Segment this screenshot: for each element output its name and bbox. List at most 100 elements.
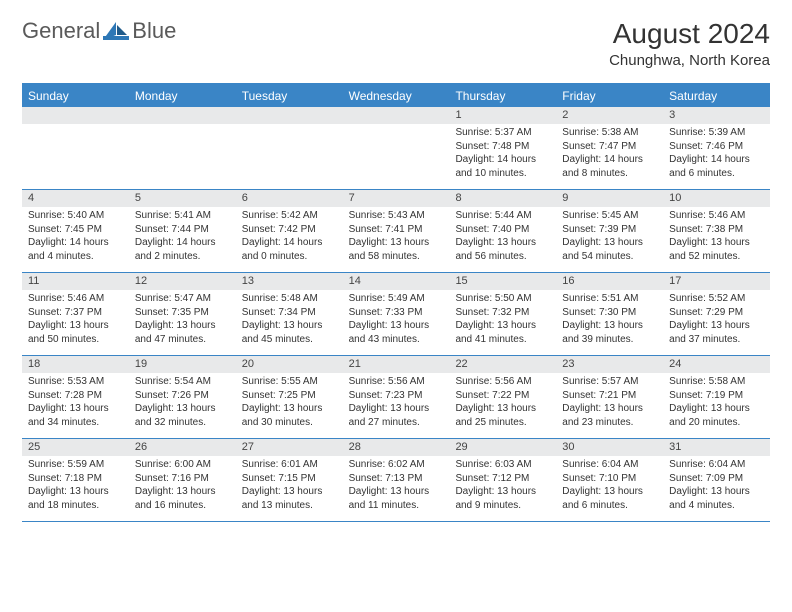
sunset-line: Sunset: 7:29 PM bbox=[669, 306, 764, 320]
day-content: Sunrise: 5:59 AMSunset: 7:18 PMDaylight:… bbox=[22, 456, 129, 516]
calendar-cell: 3Sunrise: 5:39 AMSunset: 7:46 PMDaylight… bbox=[663, 107, 770, 189]
daylight2-line: and 8 minutes. bbox=[562, 167, 657, 181]
daylight1-line: Daylight: 13 hours bbox=[349, 236, 444, 250]
day-content: Sunrise: 5:44 AMSunset: 7:40 PMDaylight:… bbox=[449, 207, 556, 267]
week-row: 4Sunrise: 5:40 AMSunset: 7:45 PMDaylight… bbox=[22, 190, 770, 273]
week-row: 18Sunrise: 5:53 AMSunset: 7:28 PMDayligh… bbox=[22, 356, 770, 439]
day-number: 8 bbox=[449, 190, 556, 207]
sunrise-line: Sunrise: 5:56 AM bbox=[349, 375, 444, 389]
daylight2-line: and 56 minutes. bbox=[455, 250, 550, 264]
calendar-cell: 15Sunrise: 5:50 AMSunset: 7:32 PMDayligh… bbox=[449, 273, 556, 355]
day-number: 10 bbox=[663, 190, 770, 207]
sunset-line: Sunset: 7:10 PM bbox=[562, 472, 657, 486]
sunset-line: Sunset: 7:38 PM bbox=[669, 223, 764, 237]
sunset-line: Sunset: 7:16 PM bbox=[135, 472, 230, 486]
daylight1-line: Daylight: 13 hours bbox=[669, 319, 764, 333]
logo-text-blue: Blue bbox=[132, 18, 176, 44]
day-number: 24 bbox=[663, 356, 770, 373]
sunset-line: Sunset: 7:37 PM bbox=[28, 306, 123, 320]
calendar-cell: 19Sunrise: 5:54 AMSunset: 7:26 PMDayligh… bbox=[129, 356, 236, 438]
sunrise-line: Sunrise: 5:43 AM bbox=[349, 209, 444, 223]
sunset-line: Sunset: 7:47 PM bbox=[562, 140, 657, 154]
calendar-cell: 30Sunrise: 6:04 AMSunset: 7:10 PMDayligh… bbox=[556, 439, 663, 521]
sunrise-line: Sunrise: 6:01 AM bbox=[242, 458, 337, 472]
daylight2-line: and 25 minutes. bbox=[455, 416, 550, 430]
day-content: Sunrise: 5:55 AMSunset: 7:25 PMDaylight:… bbox=[236, 373, 343, 433]
day-content: Sunrise: 5:41 AMSunset: 7:44 PMDaylight:… bbox=[129, 207, 236, 267]
daylight2-line: and 52 minutes. bbox=[669, 250, 764, 264]
calendar-cell: 17Sunrise: 5:52 AMSunset: 7:29 PMDayligh… bbox=[663, 273, 770, 355]
page-header: General Blue August 2024 Chunghwa, North… bbox=[22, 18, 770, 69]
sunrise-line: Sunrise: 6:04 AM bbox=[669, 458, 764, 472]
calendar-cell: 12Sunrise: 5:47 AMSunset: 7:35 PMDayligh… bbox=[129, 273, 236, 355]
daylight2-line: and 39 minutes. bbox=[562, 333, 657, 347]
day-content: Sunrise: 6:02 AMSunset: 7:13 PMDaylight:… bbox=[343, 456, 450, 516]
daylight1-line: Daylight: 13 hours bbox=[349, 485, 444, 499]
calendar-cell: 10Sunrise: 5:46 AMSunset: 7:38 PMDayligh… bbox=[663, 190, 770, 272]
daylight1-line: Daylight: 14 hours bbox=[562, 153, 657, 167]
sunset-line: Sunset: 7:33 PM bbox=[349, 306, 444, 320]
daylight1-line: Daylight: 13 hours bbox=[28, 485, 123, 499]
day-content: Sunrise: 6:04 AMSunset: 7:10 PMDaylight:… bbox=[556, 456, 663, 516]
daylight1-line: Daylight: 13 hours bbox=[562, 402, 657, 416]
sunset-line: Sunset: 7:26 PM bbox=[135, 389, 230, 403]
sunrise-line: Sunrise: 5:57 AM bbox=[562, 375, 657, 389]
daylight1-line: Daylight: 13 hours bbox=[455, 319, 550, 333]
daylight2-line: and 0 minutes. bbox=[242, 250, 337, 264]
day-number: 18 bbox=[22, 356, 129, 373]
day-number: 29 bbox=[449, 439, 556, 456]
day-number: 21 bbox=[343, 356, 450, 373]
sunset-line: Sunset: 7:23 PM bbox=[349, 389, 444, 403]
daylight2-line: and 4 minutes. bbox=[669, 499, 764, 513]
daylight2-line: and 23 minutes. bbox=[562, 416, 657, 430]
sunset-line: Sunset: 7:25 PM bbox=[242, 389, 337, 403]
day-content: Sunrise: 5:48 AMSunset: 7:34 PMDaylight:… bbox=[236, 290, 343, 350]
daylight1-line: Daylight: 13 hours bbox=[669, 485, 764, 499]
sunset-line: Sunset: 7:09 PM bbox=[669, 472, 764, 486]
daylight1-line: Daylight: 13 hours bbox=[349, 319, 444, 333]
daylight1-line: Daylight: 13 hours bbox=[242, 402, 337, 416]
day-number: 28 bbox=[343, 439, 450, 456]
sunrise-line: Sunrise: 6:02 AM bbox=[349, 458, 444, 472]
calendar-cell: 2Sunrise: 5:38 AMSunset: 7:47 PMDaylight… bbox=[556, 107, 663, 189]
daylight2-line: and 6 minutes. bbox=[562, 499, 657, 513]
day-number: 2 bbox=[556, 107, 663, 124]
calendar-cell: 6Sunrise: 5:42 AMSunset: 7:42 PMDaylight… bbox=[236, 190, 343, 272]
logo-text-general: General bbox=[22, 18, 100, 44]
page-title: August 2024 bbox=[609, 18, 770, 50]
daylight1-line: Daylight: 13 hours bbox=[242, 319, 337, 333]
daylight2-line: and 43 minutes. bbox=[349, 333, 444, 347]
daylight2-line: and 10 minutes. bbox=[455, 167, 550, 181]
week-row: 11Sunrise: 5:46 AMSunset: 7:37 PMDayligh… bbox=[22, 273, 770, 356]
day-number bbox=[236, 107, 343, 124]
day-content: Sunrise: 5:39 AMSunset: 7:46 PMDaylight:… bbox=[663, 124, 770, 184]
sunrise-line: Sunrise: 6:00 AM bbox=[135, 458, 230, 472]
day-number: 20 bbox=[236, 356, 343, 373]
daylight1-line: Daylight: 14 hours bbox=[242, 236, 337, 250]
day-header-tue: Tuesday bbox=[236, 85, 343, 107]
day-number: 22 bbox=[449, 356, 556, 373]
daylight2-line: and 34 minutes. bbox=[28, 416, 123, 430]
daylight1-line: Daylight: 14 hours bbox=[135, 236, 230, 250]
day-header-sat: Saturday bbox=[663, 85, 770, 107]
daylight1-line: Daylight: 14 hours bbox=[669, 153, 764, 167]
sunrise-line: Sunrise: 5:48 AM bbox=[242, 292, 337, 306]
daylight1-line: Daylight: 13 hours bbox=[349, 402, 444, 416]
day-number: 17 bbox=[663, 273, 770, 290]
title-area: August 2024 Chunghwa, North Korea bbox=[609, 18, 770, 69]
sunset-line: Sunset: 7:34 PM bbox=[242, 306, 337, 320]
sunset-line: Sunset: 7:48 PM bbox=[455, 140, 550, 154]
calendar-cell: 16Sunrise: 5:51 AMSunset: 7:30 PMDayligh… bbox=[556, 273, 663, 355]
day-number: 16 bbox=[556, 273, 663, 290]
daylight1-line: Daylight: 13 hours bbox=[669, 402, 764, 416]
sunset-line: Sunset: 7:30 PM bbox=[562, 306, 657, 320]
weeks-container: 1Sunrise: 5:37 AMSunset: 7:48 PMDaylight… bbox=[22, 107, 770, 522]
day-number: 4 bbox=[22, 190, 129, 207]
daylight2-line: and 41 minutes. bbox=[455, 333, 550, 347]
sunset-line: Sunset: 7:45 PM bbox=[28, 223, 123, 237]
day-number: 5 bbox=[129, 190, 236, 207]
calendar-cell bbox=[129, 107, 236, 189]
day-content: Sunrise: 5:58 AMSunset: 7:19 PMDaylight:… bbox=[663, 373, 770, 433]
calendar-cell: 18Sunrise: 5:53 AMSunset: 7:28 PMDayligh… bbox=[22, 356, 129, 438]
sunrise-line: Sunrise: 5:58 AM bbox=[669, 375, 764, 389]
